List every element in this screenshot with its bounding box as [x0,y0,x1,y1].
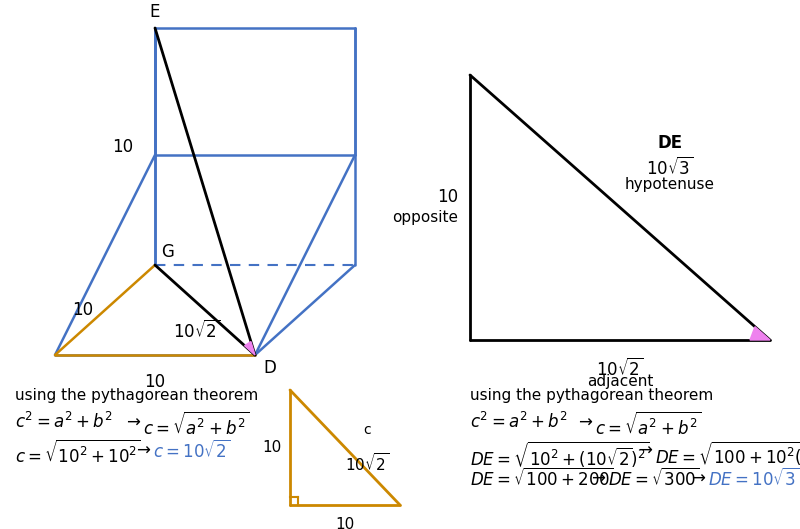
Text: $DE=10\sqrt{3}$: $DE=10\sqrt{3}$ [708,468,799,490]
Polygon shape [750,327,770,340]
Text: D: D [263,359,276,377]
Text: $c=\sqrt{10^2+10^2}$: $c=\sqrt{10^2+10^2}$ [15,440,141,467]
Text: $\rightarrow$: $\rightarrow$ [133,440,151,458]
Text: $c=\sqrt{a^2+b^2}$: $c=\sqrt{a^2+b^2}$ [595,412,702,439]
Text: $\rightarrow$: $\rightarrow$ [588,468,606,486]
Text: G: G [161,243,174,261]
Text: 10: 10 [335,517,354,529]
Text: $c=\sqrt{a^2+b^2}$: $c=\sqrt{a^2+b^2}$ [143,412,250,439]
Text: c: c [363,424,371,437]
Text: $c=10\sqrt{2}$: $c=10\sqrt{2}$ [153,440,230,462]
Text: 10: 10 [112,138,133,156]
Text: using the pythagorean theorem: using the pythagorean theorem [470,388,714,403]
Text: opposite: opposite [392,210,458,225]
Text: $\rightarrow$: $\rightarrow$ [688,468,706,486]
Text: $c^2=a^2+b^2$: $c^2=a^2+b^2$ [15,412,113,432]
Text: $DE=\sqrt{300}$: $DE=\sqrt{300}$ [608,468,699,490]
Text: hypotenuse: hypotenuse [625,177,715,191]
Text: $10\sqrt{3}$: $10\sqrt{3}$ [646,157,694,179]
Text: E: E [150,3,160,21]
Text: $10\sqrt{2}$: $10\sqrt{2}$ [174,320,221,342]
Text: $10\sqrt{2}$: $10\sqrt{2}$ [345,451,389,473]
Text: $DE=\sqrt{100+10^2(2)}$: $DE=\sqrt{100+10^2(2)}$ [655,440,800,468]
Polygon shape [245,342,255,355]
Text: $c^2=a^2+b^2$: $c^2=a^2+b^2$ [470,412,568,432]
Text: adjacent: adjacent [587,374,653,389]
Text: 10: 10 [72,301,93,319]
Text: $\rightarrow$: $\rightarrow$ [635,440,654,458]
Text: using the pythagorean theorem: using the pythagorean theorem [15,388,258,403]
Text: 10: 10 [262,440,282,455]
Text: $\rightarrow$: $\rightarrow$ [123,412,142,430]
Text: 10: 10 [145,373,166,391]
Text: 10: 10 [437,188,458,206]
Text: $\rightarrow$: $\rightarrow$ [575,412,594,430]
Text: $DE=\sqrt{10^2+(10\sqrt{2})^2}$: $DE=\sqrt{10^2+(10\sqrt{2})^2}$ [470,440,650,470]
Text: DE: DE [658,134,682,152]
Text: $10\sqrt{2}$: $10\sqrt{2}$ [596,358,644,380]
Text: $DE=\sqrt{100+200}$: $DE=\sqrt{100+200}$ [470,468,614,490]
